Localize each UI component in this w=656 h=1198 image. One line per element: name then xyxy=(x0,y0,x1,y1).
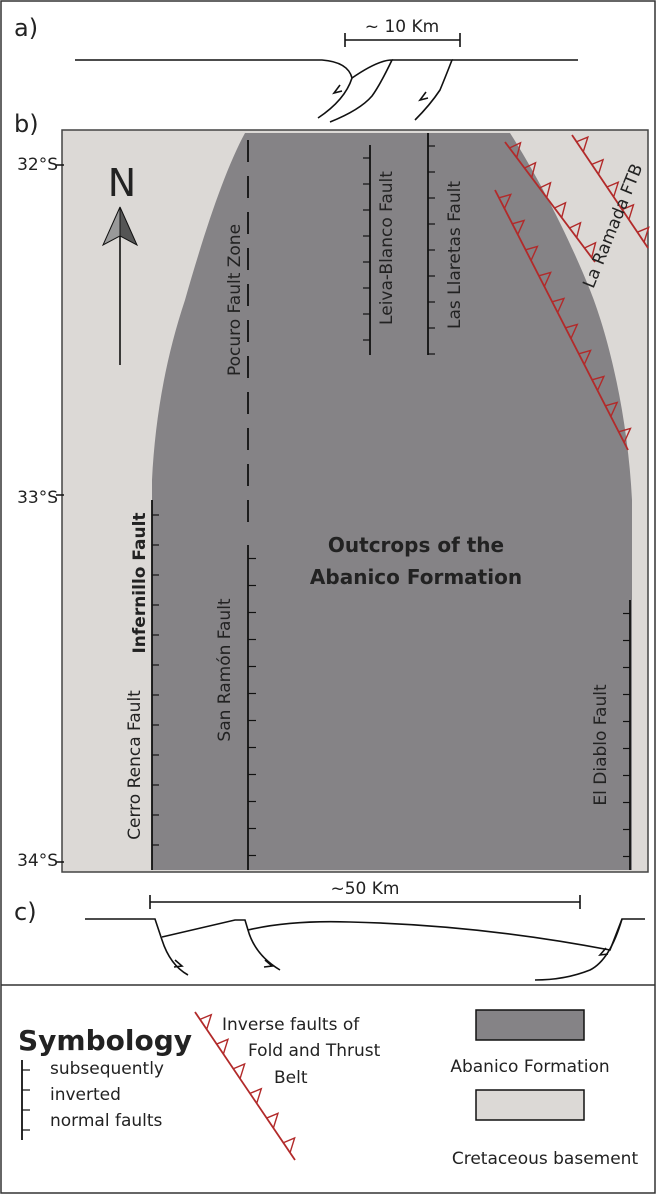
legend-label: Belt xyxy=(274,1068,308,1088)
figure: a) ~ 10 Km b) 32°S 33°S 34°S N Pocuro Fa… xyxy=(0,0,656,1194)
scale-label: ~50 Km xyxy=(331,879,400,899)
legend-swatch xyxy=(476,1090,584,1120)
legend-label: Abanico Formation xyxy=(450,1057,609,1077)
cross-section-c xyxy=(85,895,645,980)
legend-label: inverted xyxy=(50,1085,121,1105)
fault-label: San Ramón Fault xyxy=(215,598,235,742)
fault-label: Pocuro Fault Zone xyxy=(225,224,245,376)
fault-label: Leiva-Blanco Fault xyxy=(377,171,397,325)
fault-label: Infernillo Fault xyxy=(130,512,150,653)
section-label: c) xyxy=(14,898,37,926)
fault-label: El Diablo Fault xyxy=(591,684,611,806)
legend-normal-fault xyxy=(22,1060,30,1140)
section-label: b) xyxy=(14,110,39,138)
outcrops-label: Abanico Formation xyxy=(310,565,522,589)
legend-label: subsequently xyxy=(50,1059,164,1079)
latitude-label: 32°S xyxy=(17,155,58,175)
legend-label: Cretaceous basement xyxy=(452,1149,639,1169)
legend-swatch xyxy=(476,1010,584,1040)
fault-label: Cerro Renca Fault xyxy=(125,690,145,840)
latitude-label: 34°S xyxy=(17,851,58,871)
fault-label: Las Llaretas Fault xyxy=(445,181,465,329)
legend-label: normal faults xyxy=(50,1111,163,1131)
symbology-title: Symbology xyxy=(18,1024,192,1057)
section-label: a) xyxy=(14,14,38,42)
latitude-label: 33°S xyxy=(17,488,58,508)
cross-section-a xyxy=(75,33,578,122)
scale-label: ~ 10 Km xyxy=(365,17,439,37)
outcrops-label: Outcrops of the xyxy=(328,533,504,557)
legend-label: Fold and Thrust xyxy=(248,1041,381,1061)
north-label: N xyxy=(108,161,136,205)
legend-label: Inverse faults of xyxy=(222,1015,360,1035)
